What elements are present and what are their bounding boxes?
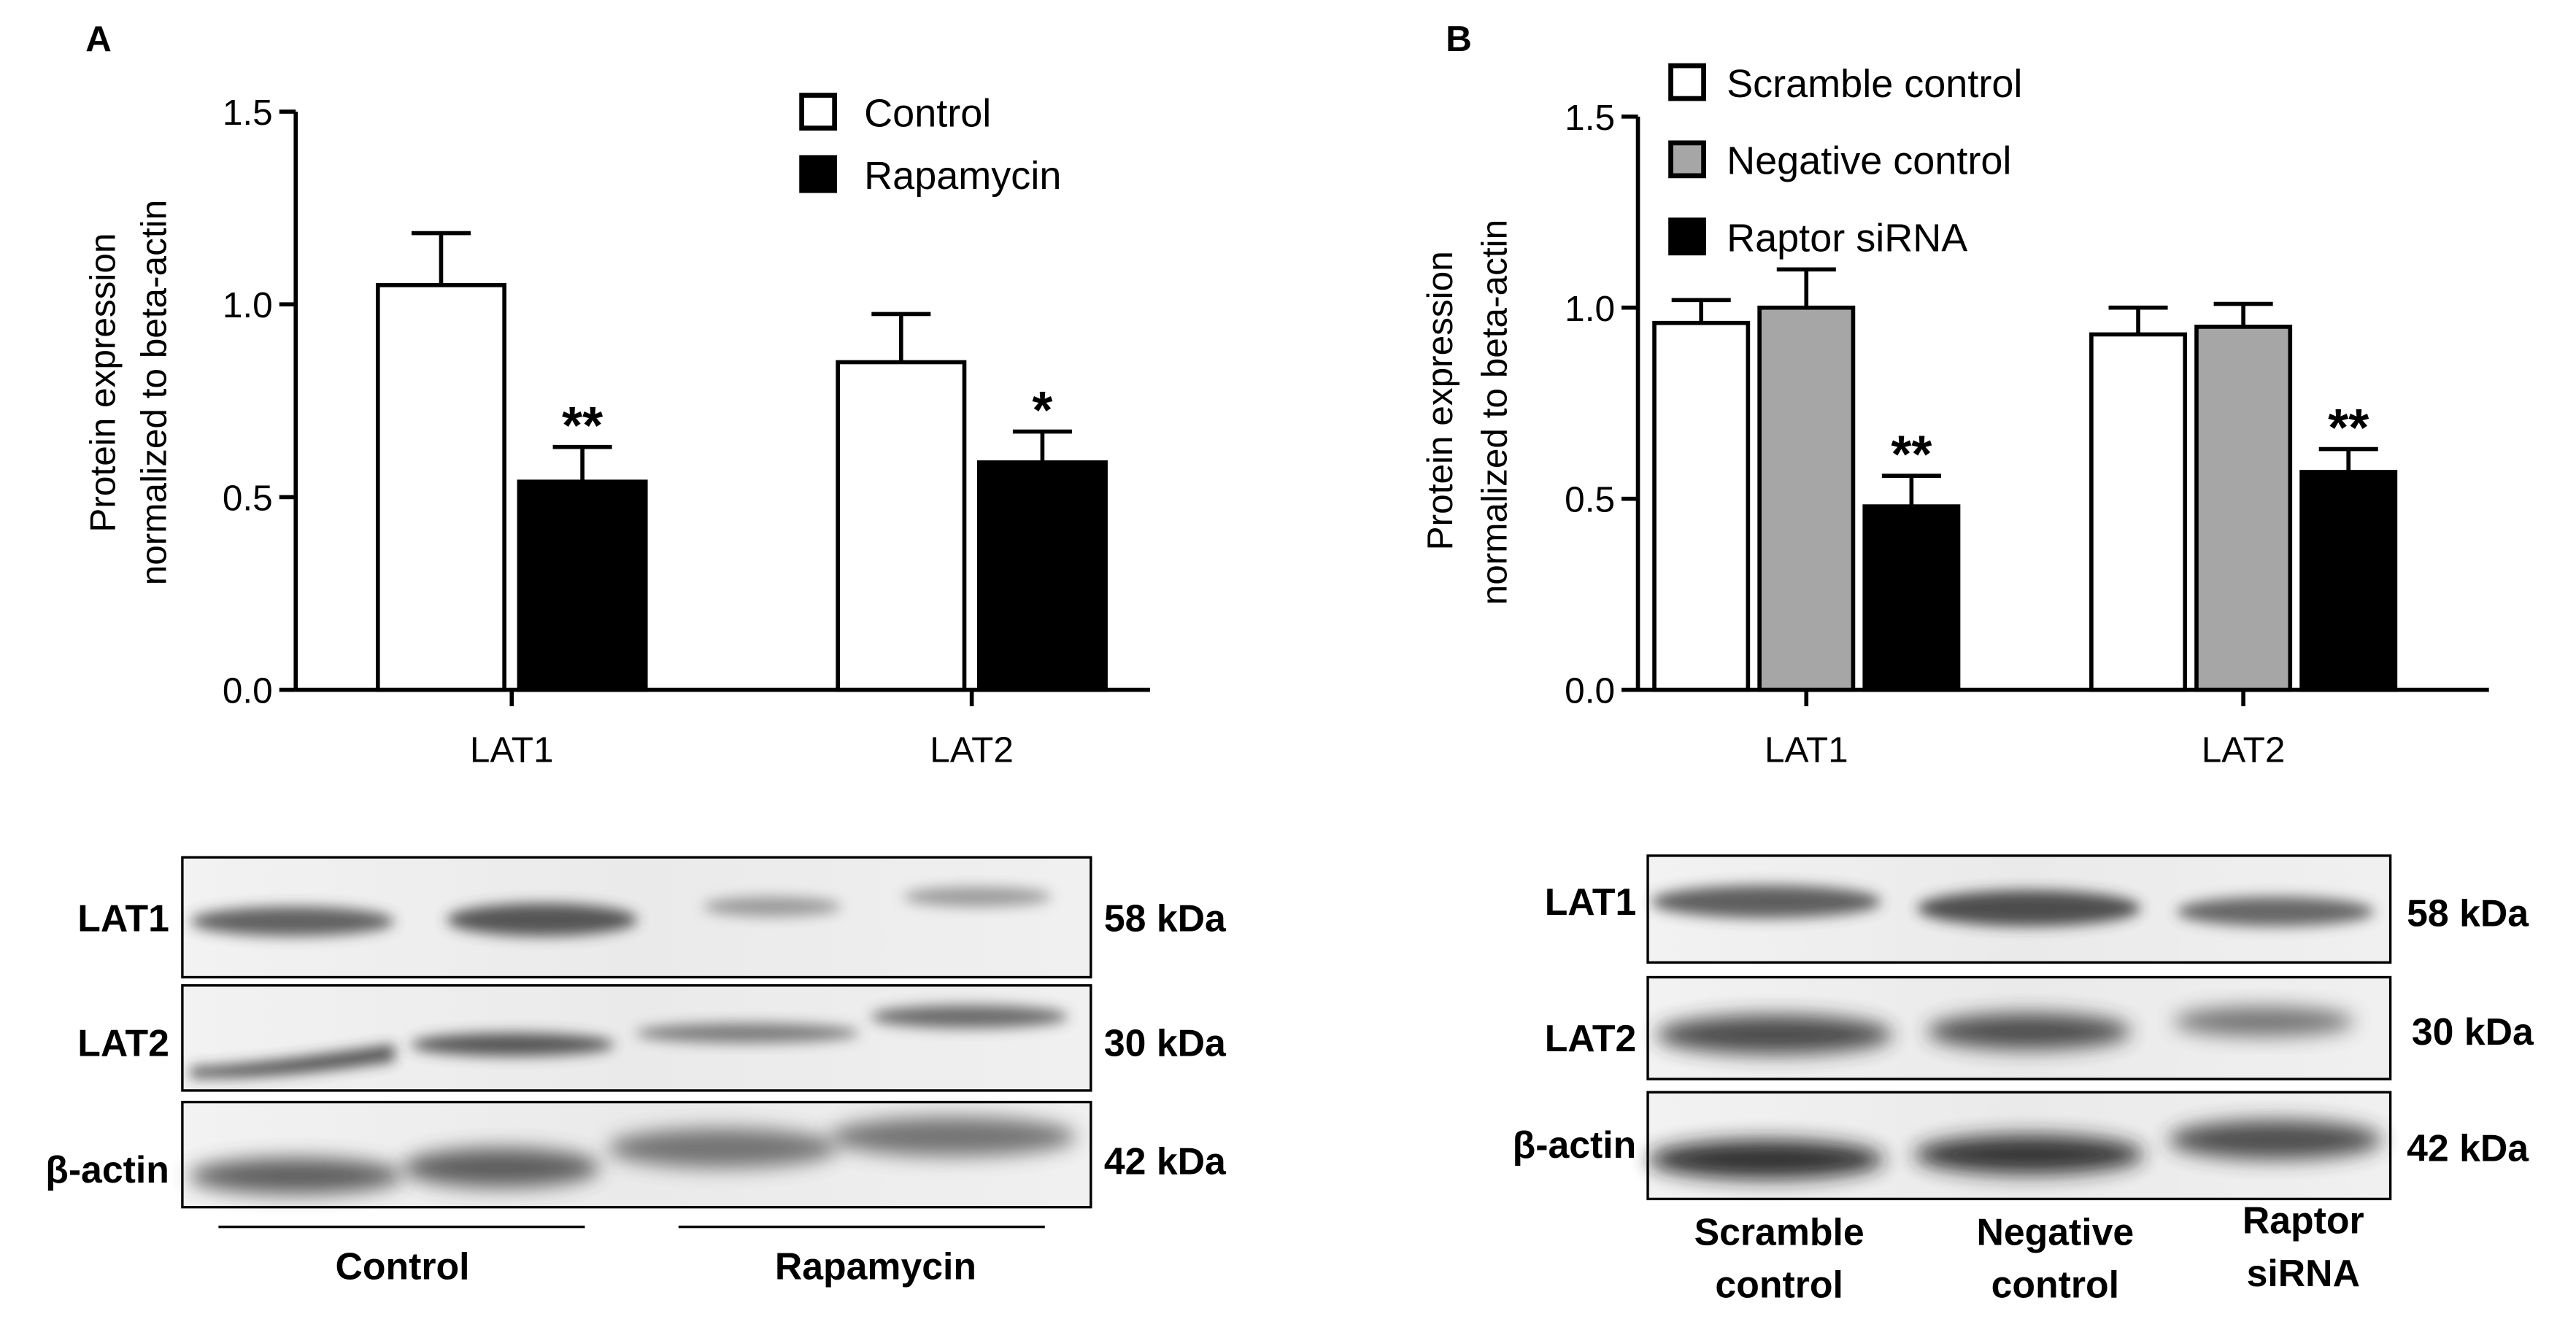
- y-tick-label: 1.0: [223, 285, 273, 325]
- panel-a-ylabel-line2: normalized to beta-actin: [134, 200, 174, 585]
- blot-b-lane-label: control: [1715, 1264, 1843, 1306]
- panel-b-ylabel-line1: Protein expression: [1420, 251, 1460, 550]
- significance-marker: **: [562, 397, 603, 455]
- blot-a-size-label: 42 kDa: [1104, 1140, 1227, 1183]
- panel-letter-a: A: [85, 19, 112, 59]
- bar: [1757, 305, 1856, 692]
- legend-swatch: [799, 155, 838, 193]
- panel-a-ylabel-line1: Protein expression: [83, 233, 123, 532]
- x-tick-label: LAT2: [930, 730, 1014, 770]
- blot-b-lane-label: Raptor: [2243, 1199, 2364, 1242]
- panel-b-bars: ** **: [1652, 267, 2398, 692]
- blot-a-strip-lat2: [181, 984, 1092, 1092]
- blot-b-band: [1651, 885, 1881, 918]
- legend-label: Scramble control: [1727, 62, 2022, 106]
- bar: [2299, 470, 2398, 692]
- blot-b-row-label: β-actin: [1513, 1123, 1637, 1166]
- y-tick-label: 0.0: [1565, 671, 1615, 711]
- x-tick-label: LAT2: [2202, 730, 2286, 770]
- bar: [1652, 320, 1751, 692]
- bar: [2194, 325, 2293, 692]
- bar: [517, 479, 648, 692]
- legend-label: Control: [864, 91, 991, 135]
- blot-a-size-label: 30 kDa: [1104, 1022, 1227, 1064]
- blot-a-size-label: 58 kDa: [1104, 897, 1227, 939]
- legend-swatch: [1668, 217, 1706, 256]
- blot-b-band: [1917, 890, 2141, 927]
- blot-a-band: [402, 1148, 600, 1188]
- legend-swatch: [1668, 63, 1706, 101]
- blot-a-band: [703, 897, 841, 917]
- blot-a-band: [607, 1128, 838, 1168]
- bar: [2089, 332, 2188, 692]
- legend-label: Raptor siRNA: [1727, 216, 1967, 260]
- x-tick-label: LAT1: [1765, 730, 1848, 770]
- blot-a-band: [903, 886, 1052, 907]
- panel-a-western-blot: LAT1 LAT2 β-actin 58 kDa 30 kDa 42 kDa C…: [45, 856, 1227, 1288]
- blot-a-band: [829, 1116, 1076, 1156]
- bar: [976, 460, 1108, 692]
- bar: [1862, 504, 1961, 692]
- blot-a-band: [636, 1023, 860, 1043]
- y-tick-label: 1.5: [1565, 98, 1615, 138]
- blot-a-band: [188, 1158, 403, 1194]
- y-tick-label: 0.5: [223, 478, 273, 518]
- panel-b-legend: Scramble control Negative control Raptor s…: [1668, 62, 2022, 260]
- blot-b-band: [1648, 1140, 1885, 1180]
- panel-a-bars: ** *: [375, 231, 1108, 692]
- bar: [375, 283, 506, 692]
- significance-marker: **: [2328, 399, 2369, 457]
- y-tick-label: 0.5: [1565, 480, 1615, 520]
- y-tick-label: 1.5: [223, 93, 273, 133]
- blot-a-band: [190, 1044, 395, 1078]
- blot-b-band: [1656, 1015, 1893, 1055]
- panel-a-legend: Control Rapamycin: [799, 91, 1061, 198]
- legend-label: Negative control: [1727, 139, 2011, 183]
- blot-a-row-label: LAT1: [77, 897, 169, 939]
- y-tick-label: 1.0: [1565, 289, 1615, 329]
- blot-a-row-label: β-actin: [45, 1148, 169, 1191]
- bar: [836, 360, 967, 692]
- blot-b-band: [2176, 897, 2375, 927]
- blot-b-size-label: 30 kDa: [2412, 1010, 2534, 1053]
- blot-a-band: [871, 1005, 1068, 1029]
- panel-b-axes: 0.0 0.5 1.0 1.5 LAT1 LAT2: [1565, 98, 2489, 770]
- blot-a-band: [447, 903, 638, 937]
- legend-swatch: [799, 93, 838, 131]
- blot-b-row-label: LAT1: [1545, 881, 1637, 923]
- blot-b-lane-label: siRNA: [2247, 1252, 2360, 1294]
- panel-b-ylabel-line2: normalized to beta-actin: [1474, 220, 1514, 605]
- legend-label: Rapamycin: [864, 154, 1061, 198]
- panel-b: B 0.0 0.5 1.0 1.5 LAT1 LAT2 ** ** Protein expr…: [1420, 19, 2489, 770]
- blot-b-band: [1927, 1013, 2131, 1050]
- significance-marker: *: [1032, 382, 1052, 440]
- blot-a-group-label: Control: [336, 1245, 470, 1288]
- blot-b-size-label: 58 kDa: [2407, 892, 2529, 935]
- legend-swatch: [1668, 140, 1706, 179]
- blot-b-row-label: LAT2: [1545, 1017, 1637, 1059]
- blot-b-lane-label: control: [1991, 1264, 2119, 1306]
- blot-a-group-label: Rapamycin: [775, 1245, 976, 1288]
- blot-b-size-label: 42 kDa: [2407, 1127, 2529, 1169]
- blot-b-band: [2173, 1007, 2355, 1037]
- blot-b-band: [2168, 1120, 2383, 1160]
- significance-marker: **: [1891, 426, 1932, 484]
- x-tick-label: LAT1: [470, 730, 554, 770]
- blot-b-lane-label: Scramble: [1694, 1210, 1864, 1253]
- blot-b-band: [1913, 1134, 2144, 1175]
- blot-a-band: [190, 906, 395, 937]
- blot-a-row-label: LAT2: [77, 1022, 169, 1064]
- panel-letter-b: B: [1446, 19, 1472, 59]
- blot-b-lane-label: Negative: [1976, 1210, 2134, 1253]
- panel-a-axes: 0.0 0.5 1.0 1.5 LAT1 LAT2: [223, 93, 1150, 770]
- panel-b-western-blot: LAT1 LAT2 β-actin 58 kDa 30 kDa 42 kDa S…: [1513, 854, 2534, 1306]
- blot-a-band: [410, 1033, 614, 1056]
- y-tick-label: 0.0: [223, 671, 273, 711]
